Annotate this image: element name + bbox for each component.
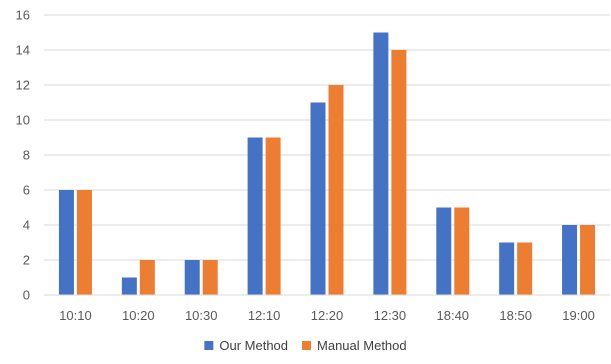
bar-manual-method-1840 <box>454 207 470 295</box>
x-tick-label: 12:20 <box>311 308 344 323</box>
bar-manual-method-1850 <box>517 242 533 295</box>
x-tick-label: 10:20 <box>122 308 155 323</box>
bar-our-method-1220 <box>310 102 326 295</box>
x-axis-ticks: 10:10 10:20 10:30 12:10 12:20 12:30 18:40 18:50… <box>59 308 595 323</box>
y-tick-label: 0 <box>23 288 30 303</box>
y-tick-label: 14 <box>16 43 30 58</box>
bar-our-method-1840 <box>436 207 452 295</box>
bar-manual-method-1900 <box>580 225 596 295</box>
bar-manual-method-1010 <box>76 190 92 295</box>
bar-our-method-1850 <box>499 242 515 295</box>
legend: Our Method Manual Method <box>204 338 407 353</box>
bar-our-method-1030 <box>184 260 200 295</box>
x-tick-label: 18:40 <box>437 308 470 323</box>
bar-our-method-1010 <box>58 190 74 295</box>
legend-label: Our Method <box>219 338 288 353</box>
bar-manual-method-1230 <box>391 50 407 295</box>
bar-our-method-1230 <box>373 32 389 295</box>
bar-our-method-1020 <box>121 277 137 295</box>
legend-item-our-method: Our Method <box>204 338 288 353</box>
y-tick-label: 4 <box>23 218 30 233</box>
bars <box>58 32 596 295</box>
y-tick-label: 6 <box>23 183 30 198</box>
bar-manual-method-1210 <box>265 137 281 295</box>
x-tick-label: 10:30 <box>185 308 218 323</box>
y-tick-label: 16 <box>16 8 30 23</box>
x-tick-label: 12:10 <box>248 308 281 323</box>
gridlines <box>44 14 610 261</box>
bar-manual-method-1020 <box>139 260 155 295</box>
legend-swatch <box>302 341 312 350</box>
y-tick-label: 8 <box>23 148 30 163</box>
legend-label: Manual Method <box>317 338 407 353</box>
bar-our-method-1900 <box>562 225 578 295</box>
x-tick-label: 18:50 <box>499 308 532 323</box>
legend-item-manual-method: Manual Method <box>302 338 407 353</box>
legend-swatch <box>204 341 214 350</box>
x-tick-label: 19:00 <box>562 308 595 323</box>
bar-manual-method-1030 <box>202 260 218 295</box>
bar-manual-method-1220 <box>328 85 344 295</box>
y-tick-label: 2 <box>23 253 30 268</box>
x-tick-label: 12:30 <box>374 308 407 323</box>
y-tick-label: 10 <box>16 113 30 128</box>
x-tick-label: 10:10 <box>59 308 92 323</box>
bar-our-method-1210 <box>247 137 263 295</box>
y-axis-ticks: 0 2 4 6 8 10 12 14 16 <box>16 8 30 303</box>
y-tick-label: 12 <box>16 78 30 93</box>
